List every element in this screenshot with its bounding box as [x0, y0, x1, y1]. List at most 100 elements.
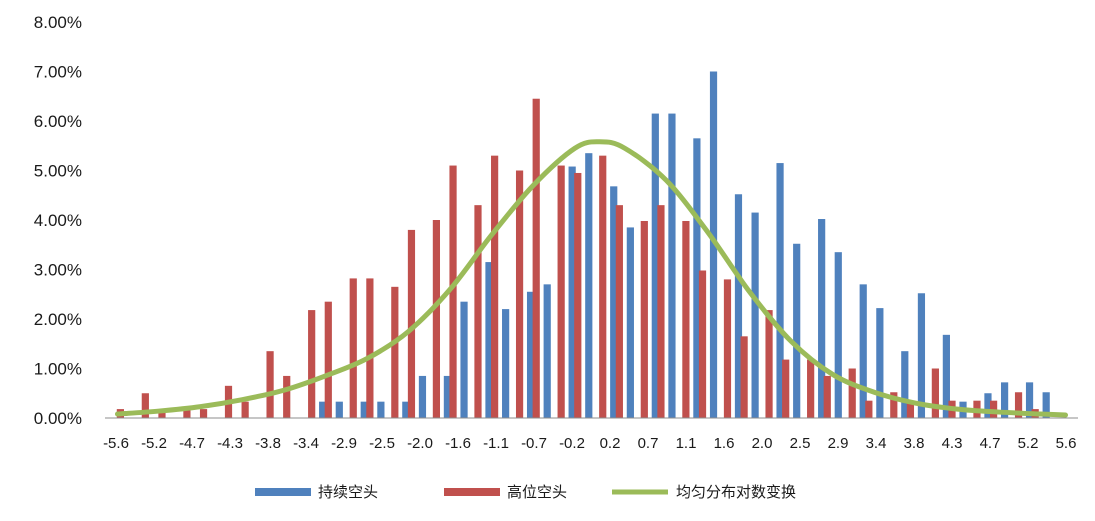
x-tick-label: 1.1 — [676, 435, 697, 452]
x-tick-label: -3.4 — [293, 435, 319, 452]
bar — [283, 375, 291, 418]
bar — [610, 186, 618, 418]
x-tick-label: -2.9 — [331, 435, 357, 452]
x-tick-label: 2.9 — [828, 435, 849, 452]
bar — [241, 401, 249, 418]
bar — [141, 393, 149, 418]
x-tick-label: 2.0 — [752, 435, 773, 452]
bar — [391, 286, 399, 418]
bar — [865, 400, 873, 418]
x-axis-ticks: -5.6 -5.2 -4.7 -4.3 -3.8 -3.4 -2.9 -2.5 -2.0 -1.6… — [103, 435, 1076, 452]
bar — [460, 301, 468, 418]
bar — [199, 409, 208, 418]
bar — [640, 220, 648, 418]
bar — [901, 351, 909, 418]
x-tick-label: -2.0 — [407, 435, 433, 452]
bar — [515, 170, 524, 418]
bar — [402, 401, 410, 418]
bar — [859, 284, 867, 418]
x-tick-label: -5.2 — [141, 435, 167, 452]
bar — [183, 409, 191, 418]
bar — [776, 163, 784, 418]
x-tick-label: -4.7 — [179, 435, 205, 452]
bar — [615, 205, 623, 418]
bar — [377, 401, 385, 418]
bar — [807, 359, 815, 418]
bar — [266, 351, 274, 418]
x-tick-label: -0.7 — [521, 435, 547, 452]
bar — [782, 359, 790, 418]
x-tick-label: 3.8 — [904, 435, 925, 452]
bar — [360, 401, 368, 418]
bar — [1014, 392, 1023, 418]
bar — [740, 336, 748, 418]
bar — [668, 113, 676, 418]
bar — [585, 153, 593, 419]
bar — [418, 375, 427, 418]
bar — [574, 172, 582, 418]
bar — [890, 392, 898, 418]
bar — [557, 165, 565, 418]
bar — [443, 375, 452, 418]
legend-swatch — [255, 488, 311, 496]
y-tick-label: 2.00% — [34, 310, 82, 329]
y-tick-label: 5.00% — [34, 162, 82, 181]
x-tick-label: 2.5 — [790, 435, 811, 452]
bar — [532, 98, 540, 418]
bar — [657, 205, 665, 418]
bar — [765, 310, 773, 418]
y-axis-ticks: 0.00% 1.00% 2.00% 3.00% 4.00% 5.00% 6.00% 7.00%… — [34, 13, 82, 428]
bar — [407, 229, 416, 418]
bar — [693, 138, 701, 418]
bar — [502, 309, 510, 418]
x-tick-label: -3.8 — [255, 435, 281, 452]
x-tick-label: 5.6 — [1056, 435, 1077, 452]
y-tick-label: 0.00% — [34, 409, 82, 428]
x-tick-label: -1.1 — [483, 435, 509, 452]
bar — [319, 401, 327, 418]
legend: 持续空头 高位空头 均匀分布对数变换 — [255, 484, 796, 501]
x-tick-label: 5.2 — [1018, 435, 1039, 452]
bar — [823, 375, 831, 418]
bar — [723, 279, 732, 418]
bar — [818, 219, 826, 418]
y-tick-label: 7.00% — [34, 63, 82, 82]
bar — [917, 293, 926, 418]
y-tick-label: 1.00% — [34, 360, 82, 379]
x-tick-label: 0.2 — [600, 435, 621, 452]
bar — [651, 113, 659, 418]
bar — [709, 71, 718, 418]
bar — [308, 310, 316, 418]
y-tick-label: 4.00% — [34, 211, 82, 230]
bar — [942, 334, 950, 418]
x-tick-label: 4.3 — [942, 435, 963, 452]
x-tick-label: -0.2 — [559, 435, 585, 452]
legend-label: 高位空头 — [507, 484, 567, 501]
bar — [626, 227, 634, 418]
x-tick-label: 0.7 — [638, 435, 659, 452]
x-tick-label: -4.3 — [217, 435, 243, 452]
bar — [1025, 382, 1034, 418]
bar — [682, 220, 690, 418]
legend-label: 均匀分布对数变换 — [676, 484, 796, 501]
bar — [366, 278, 374, 418]
bar — [349, 278, 357, 418]
bar — [734, 194, 743, 418]
bar — [324, 301, 332, 418]
bar — [491, 155, 499, 418]
bar — [698, 270, 707, 418]
series-line-path — [114, 139, 1069, 418]
bar — [848, 368, 856, 418]
x-tick-label: -1.6 — [445, 435, 471, 452]
x-tick-label: 3.4 — [866, 435, 887, 452]
bar — [906, 400, 915, 418]
bar — [449, 165, 457, 418]
bar — [158, 409, 166, 418]
bar — [526, 291, 535, 418]
bar — [432, 220, 441, 418]
legend-swatch — [444, 488, 500, 496]
y-tick-label: 6.00% — [34, 112, 82, 131]
bar — [568, 166, 576, 418]
bar — [474, 205, 482, 418]
